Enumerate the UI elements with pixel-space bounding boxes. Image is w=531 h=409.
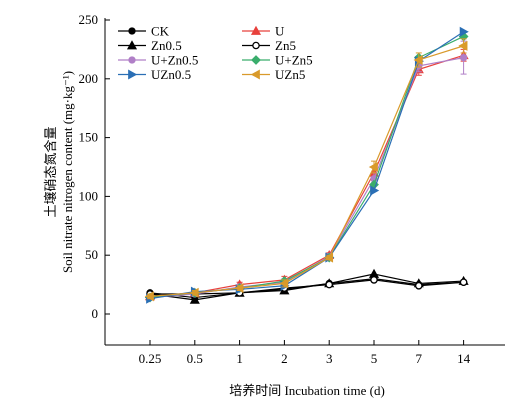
legend-label: U <box>275 24 285 39</box>
data-point <box>459 26 469 37</box>
legend-marker <box>128 56 136 64</box>
x-tick-label: 5 <box>371 351 378 366</box>
series-line <box>149 45 464 297</box>
legend-item: UZn5 <box>242 67 305 82</box>
legend-marker <box>251 55 261 65</box>
legend-item: UZn0.5 <box>118 67 191 82</box>
legend-label: U+Zn5 <box>275 53 313 68</box>
legend-marker <box>128 69 138 80</box>
y-tick-label: 250 <box>79 12 99 27</box>
data-point <box>370 276 378 284</box>
legend-label: U+Zn0.5 <box>151 53 198 68</box>
legend-label: UZn0.5 <box>151 67 191 82</box>
x-tick-label: 0.25 <box>139 351 162 366</box>
y-tick-label: 200 <box>79 71 99 86</box>
legend-item: U <box>242 24 285 39</box>
legend-item: Zn0.5 <box>118 38 182 53</box>
legend-marker <box>250 69 260 80</box>
x-axis-title: 培养时间 Incubation time (d) <box>229 383 385 398</box>
data-point <box>413 54 423 66</box>
data-point <box>189 294 200 304</box>
y-tick-label: 100 <box>79 188 99 203</box>
series-uzn5 <box>144 38 468 302</box>
y-axis-title-en: Soil nitrate nitrogen content (mg·kg⁻¹) <box>60 71 75 273</box>
data-point <box>323 252 334 263</box>
x-tick-label: 1 <box>236 351 243 366</box>
series-u-zn0-5 <box>146 40 468 302</box>
legend-marker <box>128 27 136 35</box>
data-point <box>458 40 468 51</box>
legend-marker <box>250 25 262 35</box>
legend-label: Zn5 <box>275 38 296 53</box>
data-point <box>234 283 244 294</box>
legend-label: CK <box>151 24 170 39</box>
data-point <box>459 53 468 62</box>
y-axis-title: 土壤硝态氮含量 <box>43 126 58 217</box>
x-tick-label: 3 <box>326 351 333 366</box>
legend-item: U+Zn0.5 <box>118 53 198 68</box>
series-layer <box>144 26 469 304</box>
legend-item: CK <box>118 24 170 39</box>
data-point <box>189 287 199 298</box>
series-u <box>144 48 469 301</box>
series-line <box>149 54 464 297</box>
y-tick-label: 0 <box>92 306 99 321</box>
data-point <box>368 161 378 173</box>
legend-marker <box>126 40 138 50</box>
data-point <box>325 280 334 289</box>
legend-marker <box>252 41 260 50</box>
series-line <box>149 57 464 299</box>
x-tick-label: 0.5 <box>187 351 203 366</box>
legend-label: UZn5 <box>275 67 305 82</box>
data-point <box>414 281 423 290</box>
x-tick-label: 7 <box>416 351 423 366</box>
series-line <box>150 279 464 295</box>
x-tick-label: 14 <box>457 351 471 366</box>
legend-item: U+Zn5 <box>242 53 313 68</box>
x-tick-label: 2 <box>281 351 288 366</box>
data-point <box>144 291 154 302</box>
data-point <box>279 278 289 289</box>
legend-item: Zn5 <box>242 38 296 53</box>
data-point <box>370 185 380 196</box>
y-tick-label: 150 <box>79 130 99 145</box>
y-axis-title-cn: 土壤硝态氮含量 <box>43 126 58 217</box>
y-tick-label: 50 <box>85 247 98 262</box>
series-line <box>149 31 464 300</box>
legend-label: Zn0.5 <box>151 38 182 53</box>
data-point <box>459 278 468 287</box>
axes: 0 50 100 150 200 250 0.25 0.5 1 2 3 5 7 14 <box>79 12 505 366</box>
